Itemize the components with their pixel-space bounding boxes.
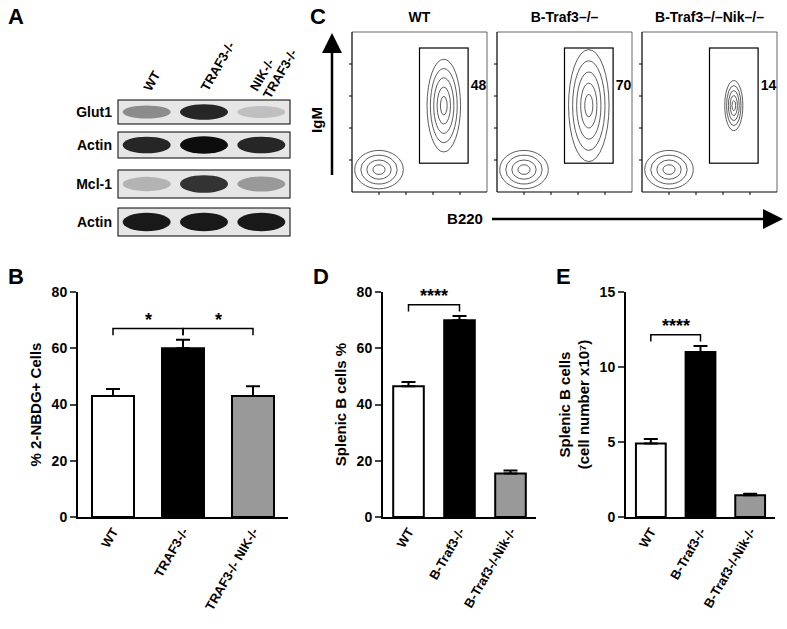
svg-text:60: 60 bbox=[52, 340, 68, 356]
svg-text:40: 40 bbox=[52, 396, 68, 412]
svg-text:10: 10 bbox=[600, 359, 616, 375]
svg-text:TRAF3-/-: TRAF3-/- bbox=[198, 39, 238, 93]
svg-text:B-Traf3–/–Nik–/–: B-Traf3–/–Nik–/– bbox=[655, 9, 764, 25]
svg-text:20: 20 bbox=[52, 453, 68, 469]
svg-text:*: * bbox=[145, 310, 152, 330]
svg-text:WT: WT bbox=[636, 525, 659, 550]
svg-text:IgM: IgM bbox=[308, 107, 325, 133]
svg-text:14: 14 bbox=[761, 77, 777, 93]
svg-text:WT: WT bbox=[409, 9, 431, 25]
html-text:D: D bbox=[313, 264, 329, 289]
svg-text:TRAF3-/-: TRAF3-/- bbox=[151, 525, 191, 579]
svg-text:5: 5 bbox=[607, 434, 615, 450]
svg-text:Actin: Actin bbox=[77, 214, 112, 230]
svg-text:B-Traf3-/-Nik-/-: B-Traf3-/-Nik-/- bbox=[701, 525, 759, 610]
svg-text:B-Traf3-/-Nik-/-: B-Traf3-/-Nik-/- bbox=[461, 525, 519, 610]
html-text:C: C bbox=[310, 4, 326, 29]
svg-text:80: 80 bbox=[357, 284, 373, 300]
svg-text:TRAF3-/- NIK-/-: TRAF3-/- NIK-/- bbox=[202, 525, 261, 613]
svg-text:B220: B220 bbox=[447, 210, 483, 227]
svg-text:Splenic B cells %: Splenic B cells % bbox=[332, 343, 349, 466]
html-text:A: A bbox=[8, 4, 24, 29]
svg-text:Mcl-1: Mcl-1 bbox=[76, 176, 112, 192]
svg-text:80: 80 bbox=[52, 284, 68, 300]
svg-text:B-Traf3–/–: B-Traf3–/– bbox=[531, 9, 599, 25]
svg-text:% 2-NBDG+ Cells: % 2-NBDG+ Cells bbox=[27, 343, 44, 467]
svg-text:60: 60 bbox=[357, 340, 373, 356]
svg-text:Actin: Actin bbox=[77, 137, 112, 153]
svg-text:15: 15 bbox=[600, 284, 616, 300]
svg-text:B-Traf3-/-: B-Traf3-/- bbox=[426, 525, 468, 582]
svg-text:70: 70 bbox=[616, 77, 632, 93]
svg-text:40: 40 bbox=[357, 396, 373, 412]
html-text:E: E bbox=[556, 264, 571, 289]
svg-text:*: * bbox=[215, 310, 222, 330]
svg-text:WT: WT bbox=[394, 525, 417, 550]
svg-text:B-Traf3-/-: B-Traf3-/- bbox=[667, 525, 709, 582]
svg-text:WT: WT bbox=[98, 525, 121, 550]
svg-text:20: 20 bbox=[357, 453, 373, 469]
svg-text:0: 0 bbox=[607, 509, 615, 525]
svg-text:NIK-/-TRAF3-/-: NIK-/-TRAF3-/- bbox=[247, 39, 300, 101]
html-text:B: B bbox=[8, 264, 24, 289]
svg-text:48: 48 bbox=[471, 77, 487, 93]
svg-text:0: 0 bbox=[364, 509, 372, 525]
svg-text:Splenic B cells(cell number x1: Splenic B cells(cell number x10⁷) bbox=[556, 340, 593, 470]
svg-text:****: **** bbox=[662, 316, 690, 336]
svg-text:WT: WT bbox=[140, 68, 163, 93]
svg-text:0: 0 bbox=[59, 509, 67, 525]
svg-text:Glut1: Glut1 bbox=[76, 104, 112, 120]
svg-text:****: **** bbox=[420, 286, 448, 306]
